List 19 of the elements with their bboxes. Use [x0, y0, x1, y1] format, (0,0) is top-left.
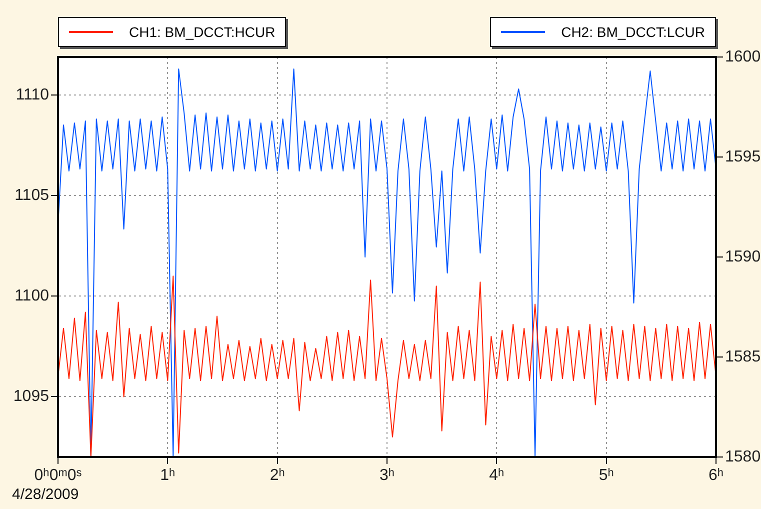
x-tick-label: 4ʰ	[489, 467, 504, 484]
y2-tick-label: 1585	[725, 348, 761, 366]
x-tick-label: 6ʰ	[708, 467, 724, 484]
x-tick-label: 3ʰ	[379, 467, 395, 484]
x-tick-label: 2ʰ	[270, 467, 285, 484]
y2-tick-label: 1600	[725, 48, 761, 66]
x-tick-label: 5ʰ	[598, 467, 614, 484]
y-tick-label: 1100	[14, 288, 50, 305]
y-tick-label: 1110	[16, 86, 50, 104]
y-tick-label: 1095	[13, 388, 50, 406]
legend-label: CH2: BM_DCCT:LCUR	[561, 24, 705, 40]
x-tick-label: 0ʰ0ᵐ0ˢ	[34, 467, 82, 484]
x-tick-label: 1ʰ	[160, 467, 176, 484]
y2-tick-label: 1580	[725, 448, 761, 466]
text: 4/28/2009	[12, 486, 79, 503]
y-tick-label: 1105	[14, 187, 50, 204]
legend-label: CH1: BM_DCCT:HCUR	[129, 24, 276, 40]
y2-tick-label: 1595	[725, 148, 761, 166]
y2-tick-label: 1590	[725, 248, 761, 266]
